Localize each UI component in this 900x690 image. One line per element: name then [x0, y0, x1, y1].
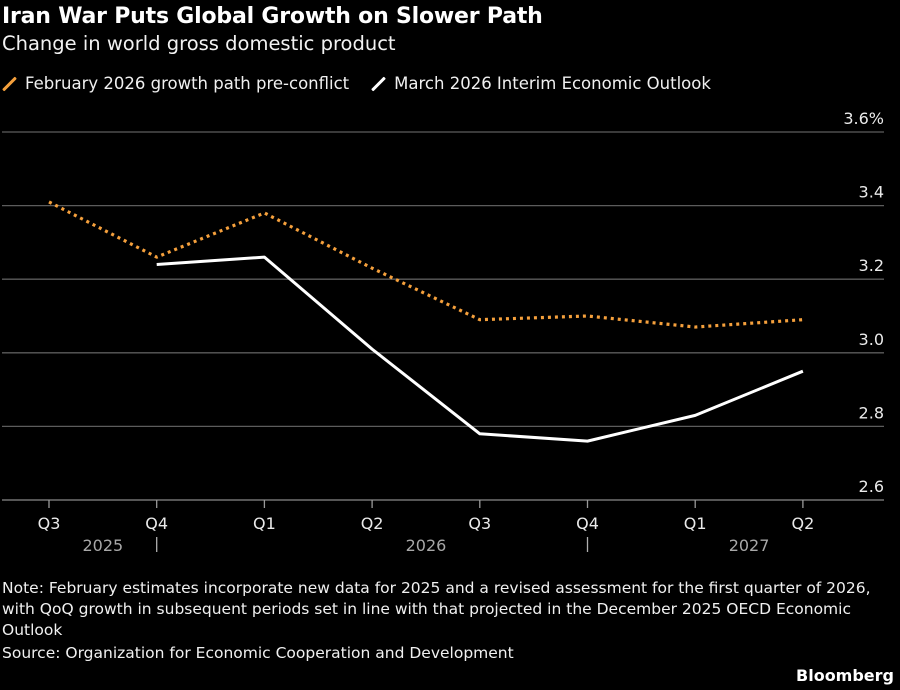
legend-label: March 2026 Interim Economic Outlook: [394, 74, 711, 93]
series-line-february: [48, 200, 804, 329]
x-tick-label: Q1: [684, 514, 707, 533]
x-tick-label: Q1: [253, 514, 276, 533]
legend-item-february: February 2026 growth path pre-conflict: [2, 74, 349, 93]
year-label: 2025: [82, 536, 123, 555]
diagonal-line-icon: [2, 77, 16, 91]
x-tick-label: Q3: [468, 514, 491, 533]
legend: February 2026 growth path pre-conflict M…: [2, 74, 733, 93]
year-label: 2026: [406, 536, 447, 555]
legend-label: February 2026 growth path pre-conflict: [25, 74, 350, 93]
y-tick-label: 3.6%: [843, 109, 884, 128]
chart-source: Source: Organization for Economic Cooper…: [2, 644, 514, 662]
y-tick-label: 3.2: [859, 256, 884, 275]
x-tick-label: Q4: [576, 514, 599, 533]
y-tick-label: 3.4: [859, 183, 884, 202]
x-tick-label: Q3: [38, 514, 61, 533]
legend-item-march: March 2026 Interim Economic Outlook: [371, 74, 711, 93]
chart-note: Note: February estimates incorporate new…: [2, 579, 871, 639]
x-tick-label: Q2: [792, 514, 815, 533]
year-label: 2027: [729, 536, 770, 555]
line-chart: 2.6 2.8 3.0 3.2 3.4 3.6% Q3 Q4 Q1 Q2 Q3 Q4 Q1 Q2 2025 2…: [2, 109, 884, 555]
y-tick-label: 3.0: [859, 330, 884, 349]
x-tick-label: Q2: [361, 514, 384, 533]
y-tick-label: 2.8: [859, 403, 884, 422]
series-line-march: [156, 255, 804, 443]
chart-subtitle: Change in world gross domestic product: [2, 32, 396, 55]
bloomberg-logo: Bloomberg: [796, 666, 894, 685]
x-tick-label: Q4: [145, 514, 168, 533]
y-tick-label: 2.6: [859, 477, 884, 496]
diagonal-line-icon: [371, 77, 385, 91]
chart-title: Iran War Puts Global Growth on Slower Pa…: [2, 4, 543, 29]
